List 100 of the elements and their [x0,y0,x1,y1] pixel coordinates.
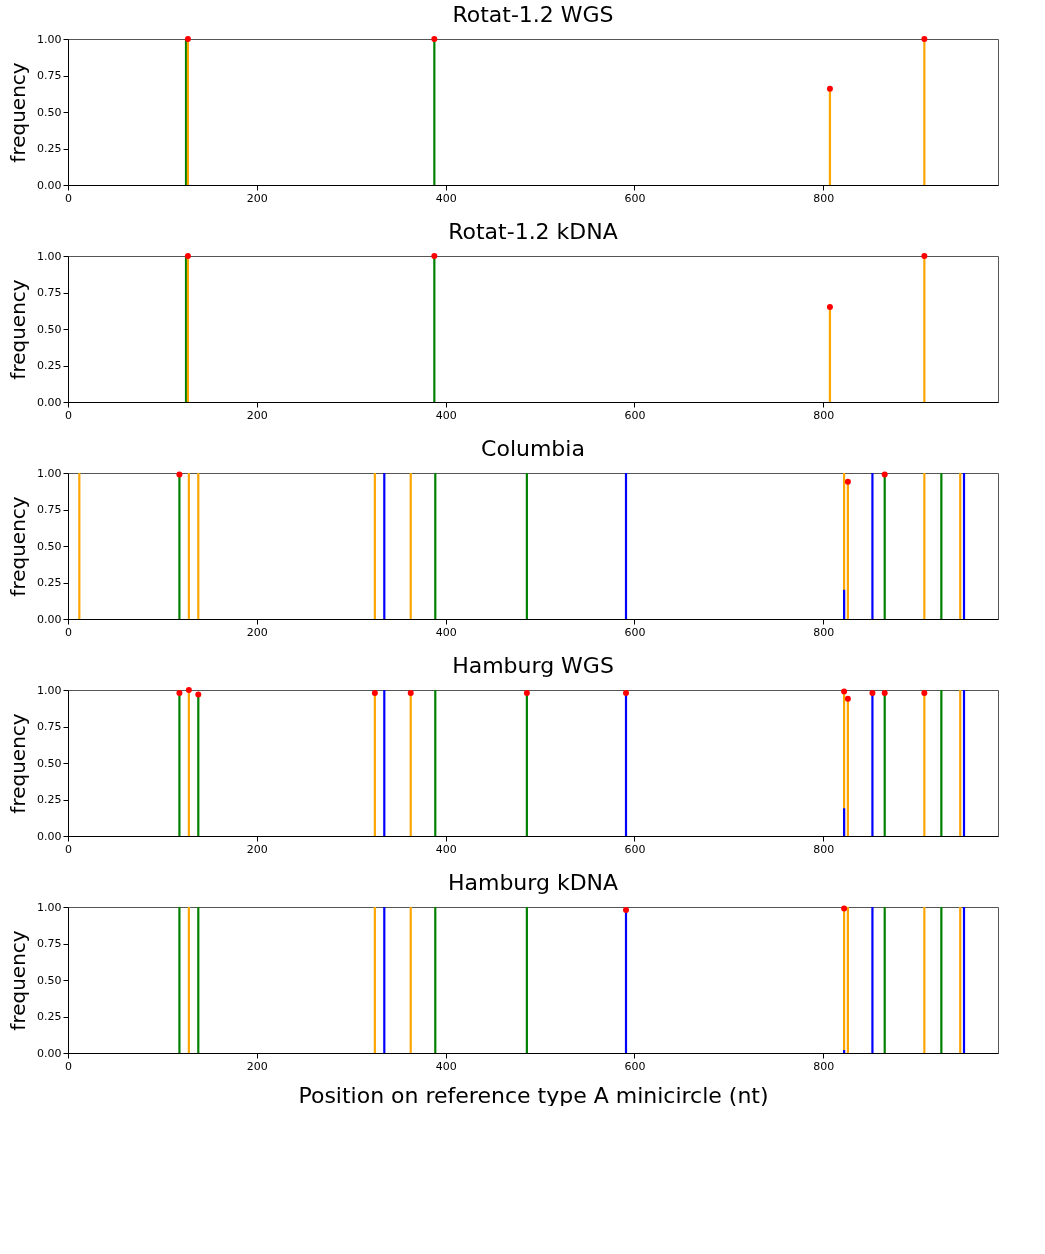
point [869,689,876,696]
bar [624,473,628,619]
y-tick-label: 0.50 [37,973,62,987]
bar [843,589,846,619]
y-tick-label: 0.25 [37,359,62,372]
bar [846,907,849,1053]
y-tick-label: 0.25 [37,576,62,589]
bar [373,473,376,619]
y-tick-label: 0.75 [37,937,62,950]
x-tick-label: 800 [813,842,835,856]
bar [434,907,437,1053]
chart-title: Hamburg kDNA [447,870,619,895]
x-tick-label: 600 [624,191,646,205]
y-axis-title: frequency [6,62,31,163]
bar [525,907,528,1053]
point [176,689,183,696]
y-tick-label: 1.00 [37,32,62,46]
x-tick-label: 800 [813,191,835,205]
chart-title: Columbia [481,436,585,461]
bar [178,907,181,1053]
point [881,689,888,696]
point [921,689,928,696]
x-tick-label: 400 [435,1059,457,1073]
x-tick-label: 200 [246,842,268,856]
bar [383,907,386,1053]
x-tick-label: 400 [435,191,457,205]
bar [940,907,943,1053]
x-tick-label: 0 [65,191,72,205]
bar [843,1050,846,1053]
y-tick-label: 0.25 [37,1010,62,1023]
x-tick-label: 400 [435,625,457,639]
x-tick-label: 0 [65,842,72,856]
y-tick-label: 0.50 [37,322,62,336]
y-tick-label: 0.00 [37,395,62,409]
y-tick-label: 0.75 [37,720,62,733]
x-tick-label: 200 [246,191,268,205]
point [844,695,851,702]
bar [959,473,962,619]
bar [940,690,943,836]
x-tick-label: 400 [435,842,457,856]
bar [959,690,962,836]
bar [409,473,412,619]
point [523,689,530,696]
y-tick-label: 0.75 [37,286,62,299]
bar [187,473,190,619]
x-tick-label: 0 [65,625,72,639]
chart-title: Hamburg WGS [452,653,614,678]
y-tick-label: 1.00 [37,466,62,480]
y-tick-label: 0.75 [37,503,62,516]
x-tick-label: 0 [65,408,72,422]
bar [383,690,386,836]
y-axis-title: frequency [6,279,31,380]
chart-title: Rotat-1.2 kDNA [448,219,618,244]
bar [187,907,190,1053]
x-tick-label: 800 [813,1059,835,1073]
bar [962,907,966,1053]
bar [962,690,966,836]
bar [940,473,943,619]
bar [383,473,386,619]
y-tick-label: 1.00 [37,249,62,263]
bar [871,907,874,1053]
bar [409,907,412,1053]
point [195,691,202,698]
y-tick-label: 0.50 [37,539,62,553]
bar [843,908,846,1053]
bar [434,690,437,836]
y-tick-label: 0.00 [37,1046,62,1060]
bar [78,473,81,619]
y-axis-title: frequency [6,930,31,1031]
bar [923,907,926,1053]
bar [197,473,200,619]
bar [962,473,966,619]
bar [434,473,437,619]
bar [843,808,846,836]
y-axis-title: frequency [6,496,31,597]
x-tick-label: 600 [624,842,646,856]
bar [197,907,200,1053]
y-tick-label: 0.25 [37,142,62,155]
point [371,689,378,696]
x-tick-label: 600 [624,1059,646,1073]
y-tick-label: 1.00 [37,683,62,697]
y-tick-label: 0.00 [37,612,62,626]
x-tick-label: 200 [246,1059,268,1073]
x-tick-label: 0 [65,1059,72,1073]
point [841,688,848,695]
bar [525,473,528,619]
bar [923,473,926,619]
x-tick-label: 200 [246,625,268,639]
x-tick-label: 400 [435,408,457,422]
point [407,689,414,696]
y-tick-label: 1.00 [37,900,62,914]
x-tick-label: 600 [624,625,646,639]
y-axis-title: frequency [6,713,31,814]
y-tick-label: 0.25 [37,793,62,806]
y-tick-label: 0.50 [37,105,62,119]
y-tick-label: 0.00 [37,178,62,192]
x-tick-label: 800 [813,408,835,422]
x-tick-label: 800 [813,625,835,639]
bar [373,907,376,1053]
point [623,689,629,696]
